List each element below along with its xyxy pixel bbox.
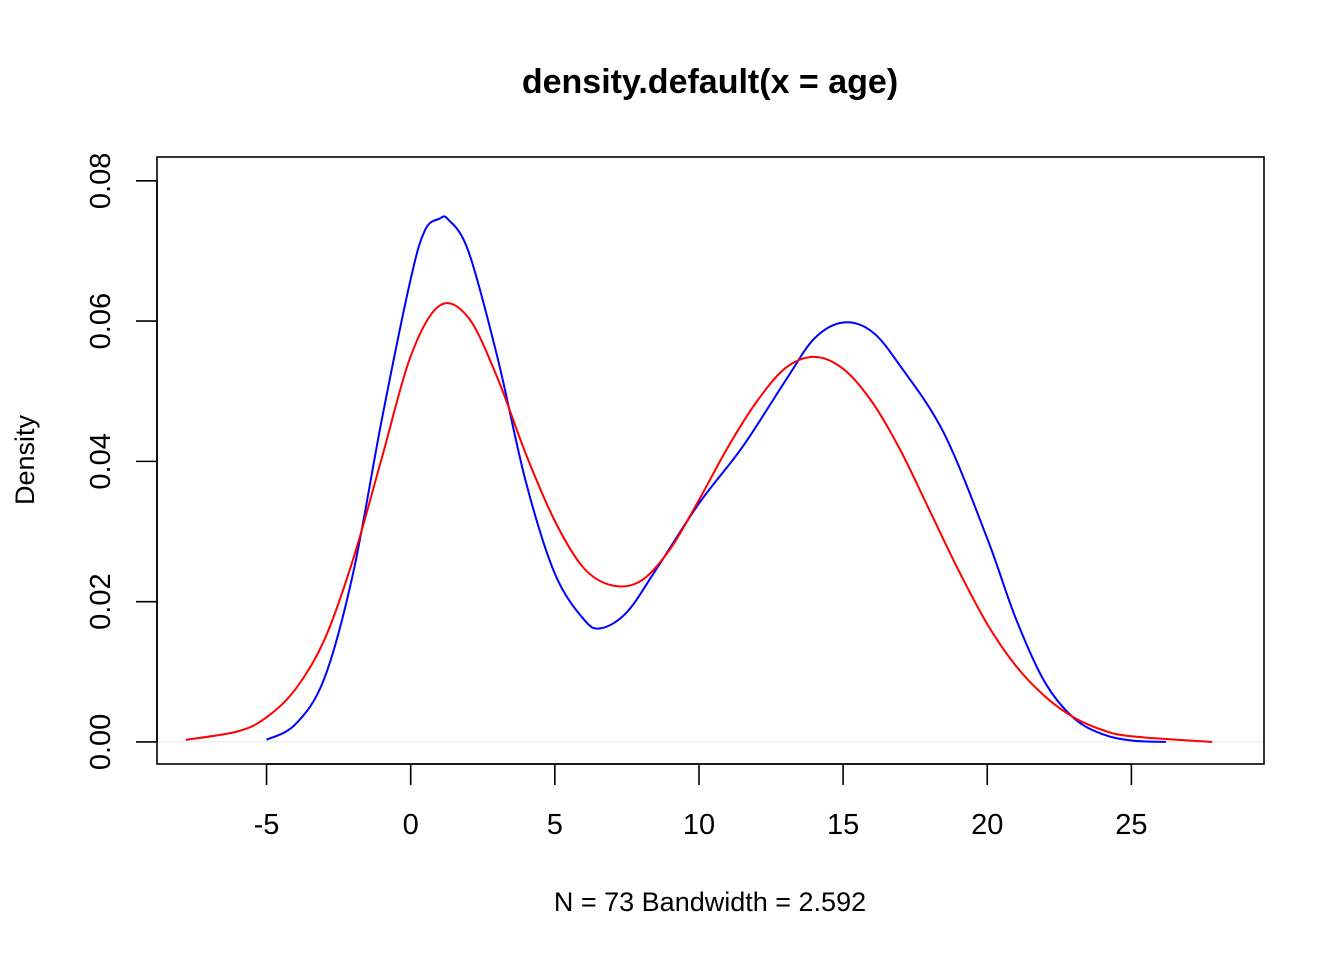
- x-axis: -5 0 5 10 15 20 25: [254, 763, 1148, 841]
- x-tick-label: 20: [971, 809, 1003, 841]
- y-axis-label: Density: [10, 414, 40, 505]
- x-tick-label: 10: [683, 809, 715, 841]
- plot-frame: [156, 156, 1265, 765]
- x-tick-label: 25: [1115, 809, 1147, 841]
- x-tick-label: 5: [547, 809, 563, 841]
- y-tick-label: 0.00: [85, 714, 117, 770]
- x-axis-label: N = 73 Bandwidth = 2.592: [554, 887, 866, 917]
- x-tick-label: -5: [254, 809, 280, 841]
- y-tick-label: 0.04: [85, 433, 117, 489]
- y-tick-label: 0.02: [85, 573, 117, 629]
- chart-title: density.default(x = age): [522, 63, 898, 101]
- y-tick-label: 0.06: [85, 293, 117, 349]
- x-tick-label: 15: [827, 809, 859, 841]
- y-tick-label: 0.08: [85, 153, 117, 209]
- density-line-2: [185, 302, 1213, 743]
- y-axis: 0.00 0.02 0.04 0.06 0.08: [85, 153, 158, 770]
- x-tick-label: 0: [403, 809, 419, 841]
- density-line-1: [266, 215, 1167, 743]
- series-group: [185, 215, 1213, 743]
